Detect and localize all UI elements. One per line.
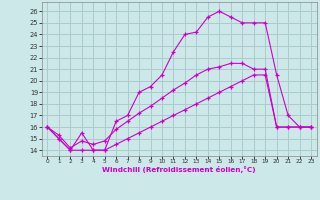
X-axis label: Windchill (Refroidissement éolien,°C): Windchill (Refroidissement éolien,°C) xyxy=(102,166,256,173)
